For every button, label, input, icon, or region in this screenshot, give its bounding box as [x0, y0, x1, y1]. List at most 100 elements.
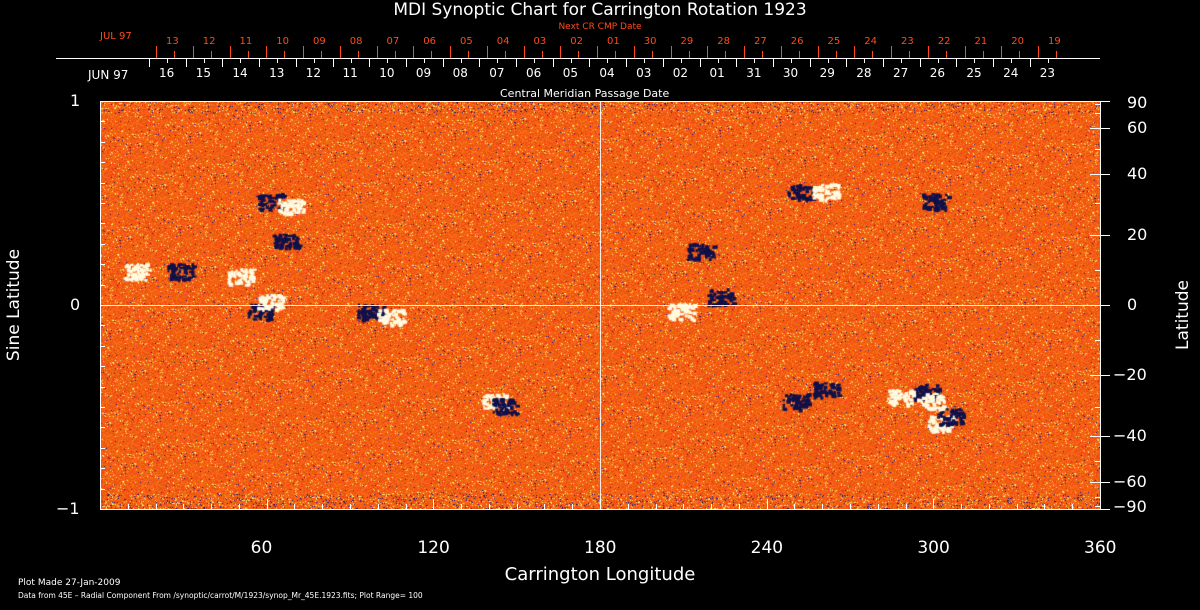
cmp-date-label: 04	[599, 66, 615, 80]
y-minor-tick-left	[100, 468, 105, 470]
cmp-date-label: 28	[856, 66, 872, 80]
y-minor-tick-left	[100, 203, 105, 204]
next-date-minor-tick	[541, 51, 543, 58]
cmp-date-minor-tick	[277, 58, 279, 63]
cmp-date-label: 05	[562, 66, 578, 80]
cmp-date-label: 08	[452, 66, 468, 80]
cmp-date-minor-tick	[680, 58, 682, 63]
x-minor-tick	[322, 504, 324, 509]
next-date-minor-tick	[210, 51, 212, 58]
cmp-date-minor-tick	[1011, 58, 1013, 63]
cmp-date-minor-tick	[350, 58, 352, 63]
cmp-date-minor-tick	[827, 58, 829, 63]
next-date-minor-tick	[1019, 51, 1021, 58]
next-date-tick	[523, 46, 525, 58]
next-date-tick	[780, 46, 782, 58]
y-tick-right: 0	[1127, 295, 1138, 314]
cmp-date-minor-tick	[313, 58, 315, 63]
x-minor-tick	[238, 504, 240, 509]
x-minor-tick	[1072, 504, 1074, 509]
next-date-tick	[1001, 46, 1003, 58]
next-date-tick	[413, 46, 415, 58]
y-tick-right-mark	[1090, 509, 1110, 510]
next-date-minor-tick	[174, 51, 175, 58]
cmp-date-tick	[185, 58, 187, 67]
next-date-tick	[707, 46, 709, 58]
next-date-tick	[891, 46, 892, 58]
cmp-date-tick	[993, 58, 995, 67]
x-minor-tick	[183, 504, 185, 509]
x-minor-tick	[127, 504, 129, 509]
lon-180-line	[600, 101, 601, 509]
cmp-date-minor-tick	[1047, 58, 1049, 63]
y-minor-tick-right	[1095, 148, 1100, 150]
y-tick-right: 90	[1127, 93, 1148, 112]
next-date-tick	[817, 46, 819, 58]
x-minor-tick	[877, 504, 879, 509]
y-tick-right-mark	[1090, 128, 1110, 130]
next-date-tick	[376, 46, 378, 58]
x-tick-label: 180	[584, 538, 617, 558]
y-tick-right-mark	[1090, 173, 1110, 175]
y-minor-tick-left	[100, 223, 105, 225]
next-date-label: 30	[643, 36, 657, 47]
y-minor-tick-left	[100, 488, 105, 490]
y-tick-right-mark	[1090, 101, 1110, 102]
y-tick-left: −1	[56, 499, 80, 518]
cmp-date-minor-tick	[203, 58, 205, 63]
next-date-tick	[744, 46, 745, 58]
next-date-tick	[339, 46, 341, 58]
next-date-minor-tick	[872, 51, 874, 58]
cmp-date-minor-tick	[460, 58, 462, 63]
cmp-date-tick	[1029, 58, 1031, 67]
next-date-label: 09	[313, 36, 326, 47]
x-minor-tick	[377, 504, 379, 509]
y-tick-right: 60	[1127, 118, 1148, 138]
x-tick-label: 120	[417, 538, 450, 558]
y-minor-tick-left	[100, 141, 105, 143]
x-tick-label: 360	[1084, 538, 1117, 558]
x-minor-tick	[433, 504, 435, 509]
x-tick-label: 240	[750, 538, 784, 558]
next-date-tick	[486, 46, 488, 58]
next-date-minor-tick	[431, 51, 433, 58]
cmp-date-label: 01	[709, 66, 725, 80]
next-date-tick	[1038, 46, 1039, 58]
next-date-minor-tick	[798, 51, 800, 58]
y-tick-right: 40	[1127, 163, 1148, 183]
y-minor-tick-left	[100, 243, 105, 245]
y-tick-right-mark	[1090, 305, 1110, 306]
cmp-date-minor-tick	[387, 58, 389, 63]
y-minor-tick-right	[1095, 104, 1100, 106]
next-date-minor-tick	[909, 51, 910, 58]
cmp-date-minor-tick	[240, 58, 242, 63]
plot-made-text: Plot Made 27-Jan-2009	[18, 578, 121, 588]
x-minor-tick	[1016, 504, 1018, 509]
y-minor-tick-right	[1095, 269, 1100, 271]
cmp-date-label: 27	[893, 66, 909, 80]
y-axis-right-label: Latitude	[1172, 280, 1193, 350]
y-minor-tick-left	[100, 121, 105, 123]
next-date-label: 07	[386, 36, 400, 47]
x-minor-tick	[766, 504, 768, 509]
y-tick-right: 20	[1127, 225, 1148, 245]
cmp-date-label: 10	[379, 66, 395, 80]
cmp-date-tick	[699, 58, 701, 67]
cmp-date-label: 03	[636, 66, 652, 80]
y-tick-left: 0	[70, 295, 81, 314]
x-minor-tick	[655, 504, 657, 509]
next-date-minor-tick	[284, 51, 286, 58]
next-date-tick	[927, 46, 929, 58]
cmp-date-minor-tick	[607, 58, 609, 63]
chart-title: MDI Synoptic Chart for Carrington Rotati…	[393, 0, 807, 20]
x-minor-tick	[711, 504, 713, 509]
next-date-tick	[192, 46, 194, 58]
y-tick-right: −60	[1113, 471, 1147, 491]
x-tick-label: 300	[917, 538, 950, 558]
y-minor-tick-left	[100, 447, 105, 449]
y-minor-tick-right	[1095, 203, 1100, 204]
next-date-minor-tick	[578, 51, 580, 58]
y-minor-tick-left	[100, 284, 105, 286]
cmp-date-label: 26	[929, 66, 945, 80]
next-date-minor-tick	[725, 51, 727, 58]
